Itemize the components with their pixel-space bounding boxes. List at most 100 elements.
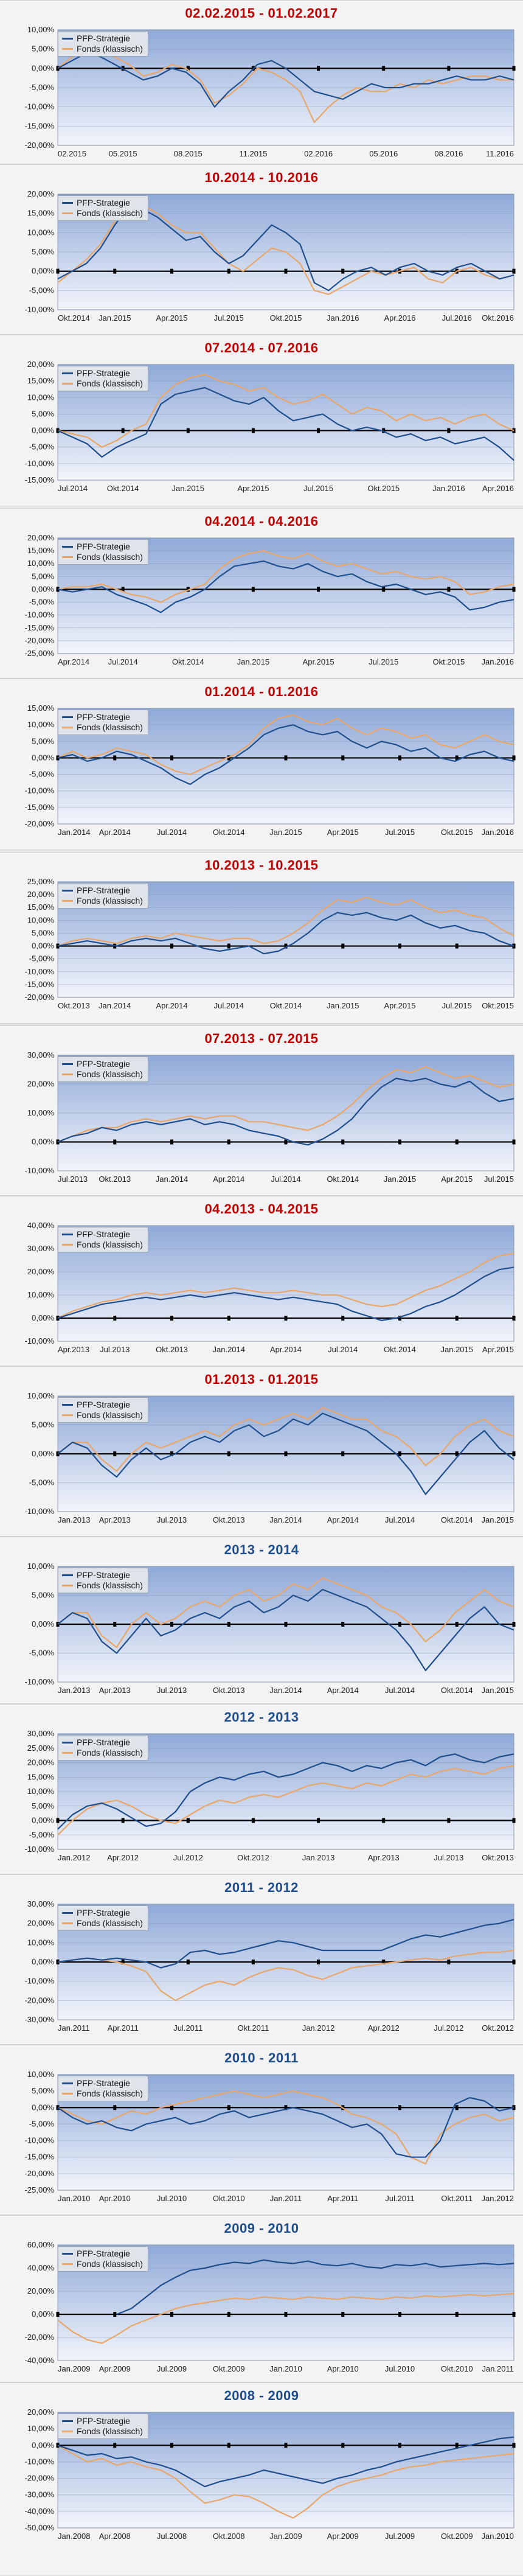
x-tick-label: Okt.2015 bbox=[482, 1001, 514, 1010]
y-tick-label: 0,00% bbox=[32, 2309, 54, 2319]
legend: PFP-Strategie Fonds (klassisch) bbox=[58, 2414, 148, 2439]
line-chart: 20,00% 15,00% 10,00% 5,00% 0,00% -5,00% -10,00… bbox=[25, 533, 516, 666]
y-tick-label: 0,00% bbox=[32, 1449, 54, 1458]
series-line-fonds-klassisch bbox=[57, 1765, 514, 1836]
zero-line-marker bbox=[186, 66, 190, 71]
chart-panel: 2012 - 2013 30,00% 25,00% 20,00% 15,00% 10,00… bbox=[0, 1704, 523, 1874]
zero-line-marker bbox=[512, 1818, 516, 1823]
x-tick-label: Jul.2009 bbox=[385, 2532, 415, 2541]
x-tick-label: Okt.2015 bbox=[270, 313, 302, 323]
legend-entry: PFP-Strategie bbox=[62, 2078, 143, 2089]
legend-label: PFP-Strategie bbox=[77, 198, 130, 208]
zero-line-marker bbox=[512, 755, 516, 761]
x-tick-label: Jan.2016 bbox=[432, 484, 465, 493]
zero-line-marker bbox=[121, 1818, 125, 1823]
zero-line-marker bbox=[186, 1818, 190, 1823]
series-line-pfp-strategie bbox=[57, 560, 514, 613]
y-tick-label: 5,00% bbox=[32, 736, 54, 745]
legend-entry: PFP-Strategie bbox=[62, 2249, 143, 2259]
zero-line-marker bbox=[455, 2443, 459, 2448]
y-tick-label: 20,00% bbox=[27, 1919, 55, 1928]
y-tick-label: -10,00% bbox=[25, 1507, 55, 1516]
legend: PFP-Strategie Fonds (klassisch) bbox=[58, 883, 148, 909]
y-tick-label: 10,00% bbox=[27, 1938, 55, 1947]
series-line-pfp-strategie bbox=[57, 1077, 514, 1146]
x-tick-label: Apr.2015 bbox=[156, 313, 187, 323]
y-tick-label: -5,00% bbox=[29, 285, 55, 295]
legend: PFP-Strategie Fonds (klassisch) bbox=[58, 1056, 148, 1082]
y-tick-label: -5,00% bbox=[29, 598, 55, 607]
legend: PFP-Strategie Fonds (klassisch) bbox=[58, 1735, 148, 1761]
series-line-fonds-klassisch bbox=[57, 714, 514, 775]
x-tick-label: Jul.2013 bbox=[157, 1686, 187, 1695]
chart-panel: 2013 - 2014 10,00% 5,00% 0,00% -5,00% -10,00%… bbox=[0, 1537, 523, 1704]
x-tick-label: Jul.2012 bbox=[173, 1853, 203, 1862]
chart-panel: 2008 - 2009 20,00% 10,00% 0,00% -10,00% -20,0… bbox=[0, 2382, 523, 2575]
legend-swatch bbox=[62, 202, 73, 204]
zero-line-marker bbox=[170, 943, 173, 949]
x-tick-label: Apr.2011 bbox=[108, 2023, 139, 2033]
zero-line-marker bbox=[251, 1818, 255, 1823]
y-tick-label: -10,00% bbox=[25, 786, 55, 795]
zero-line-marker bbox=[113, 755, 117, 761]
x-tick-label: Apr.2014 bbox=[327, 1515, 359, 1524]
x-tick-label: Jul.2015 bbox=[442, 1001, 472, 1010]
chart-title: 01.2014 - 01.2016 bbox=[204, 684, 319, 699]
legend-label: PFP-Strategie bbox=[77, 1059, 130, 1069]
y-tick-label: -20,00% bbox=[25, 1995, 55, 2005]
legend-swatch bbox=[62, 1073, 73, 1075]
series-line-pfp-strategie bbox=[57, 52, 514, 108]
x-tick-label: 05.2016 bbox=[369, 149, 398, 158]
zero-line-marker bbox=[227, 2105, 230, 2110]
line-chart: 25,00% 20,00% 15,00% 10,00% 5,00% 0,00% -5,00%… bbox=[25, 877, 516, 1010]
legend-entry: Fonds (klassisch) bbox=[62, 552, 143, 562]
zero-line-marker bbox=[317, 1818, 320, 1823]
legend-label: PFP-Strategie bbox=[77, 33, 130, 43]
zero-line-marker bbox=[113, 1139, 117, 1145]
chart-title: 2012 - 2013 bbox=[224, 1709, 299, 1725]
x-tick-label: Jan.2011 bbox=[482, 2364, 514, 2373]
legend-entry: PFP-Strategie bbox=[62, 1229, 143, 1240]
x-tick-label: Jul.2008 bbox=[157, 2532, 187, 2541]
y-tick-label: 30,00% bbox=[27, 1244, 55, 1253]
x-tick-label: Okt.2014 bbox=[441, 1686, 473, 1695]
chart-panel: 2009 - 2010 60,00% 40,00% 20,00% 0,00% -20,00… bbox=[0, 2215, 523, 2382]
zero-line-marker bbox=[284, 943, 288, 949]
x-tick-label: Okt.2014 bbox=[107, 484, 139, 493]
zero-line-marker bbox=[512, 2105, 516, 2110]
x-tick-label: Okt.2014 bbox=[58, 313, 90, 323]
y-tick-label: 10,00% bbox=[27, 1562, 55, 1571]
legend-swatch bbox=[62, 2253, 73, 2255]
chart-panel: 02.02.2015 - 01.02.2017 10,00% 5,00% 0,00% -… bbox=[0, 0, 523, 164]
y-tick-label: -20,00% bbox=[25, 636, 55, 645]
zero-line-marker bbox=[447, 66, 451, 71]
series-line-pfp-strategie bbox=[57, 2096, 514, 2158]
zero-line-marker bbox=[121, 1960, 125, 1964]
legend-label: Fonds (klassisch) bbox=[77, 379, 143, 388]
series-line-pfp-strategie bbox=[57, 1266, 514, 1321]
y-tick-label: 0,00% bbox=[32, 1957, 54, 1966]
legend-label: Fonds (klassisch) bbox=[77, 896, 143, 906]
y-tick-label: -20,00% bbox=[25, 2333, 55, 2342]
y-tick-label: 20,00% bbox=[27, 189, 55, 198]
x-tick-label: Jul.2014 bbox=[157, 828, 187, 837]
y-tick-label: 0,00% bbox=[32, 1816, 54, 1825]
zero-line-marker bbox=[186, 1960, 190, 1964]
zero-line-marker bbox=[227, 1316, 230, 1321]
legend-label: Fonds (klassisch) bbox=[77, 2426, 143, 2436]
series-line-pfp-strategie bbox=[57, 2436, 514, 2488]
y-tick-label: 10,00% bbox=[27, 25, 55, 34]
zero-line-marker bbox=[251, 1960, 255, 1964]
legend-label: Fonds (klassisch) bbox=[77, 2089, 143, 2098]
zero-line-marker bbox=[512, 587, 516, 592]
y-tick-label: -40,00% bbox=[25, 2507, 55, 2516]
zero-line-marker bbox=[227, 2312, 230, 2317]
legend: PFP-Strategie Fonds (klassisch) bbox=[58, 1397, 148, 1423]
x-tick-label: Jul.2011 bbox=[173, 2023, 203, 2033]
x-tick-label: Jan.2010 bbox=[58, 2194, 91, 2203]
y-tick-label: 15,00% bbox=[27, 703, 55, 713]
zero-line-marker bbox=[341, 2312, 345, 2317]
zero-line-marker bbox=[512, 2443, 516, 2448]
legend-label: PFP-Strategie bbox=[77, 712, 130, 722]
zero-line-marker bbox=[398, 1139, 401, 1145]
